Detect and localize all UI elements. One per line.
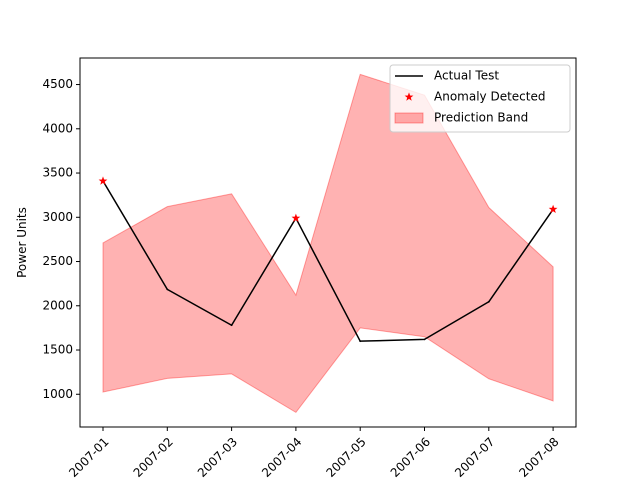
actual-test-line-layer xyxy=(102,180,554,343)
legend: Actual Test Anomaly Detected Prediction Ba… xyxy=(389,64,571,133)
actual-test-point xyxy=(230,324,233,327)
y-tick-label: 1000 xyxy=(42,387,73,401)
x-tick-label: 2007-08 xyxy=(516,435,561,480)
y-tick-label: 3500 xyxy=(42,166,73,180)
legend-label: Anomaly Detected xyxy=(434,90,545,104)
y-tick-label: 2500 xyxy=(42,254,73,268)
prediction-band-area xyxy=(102,73,554,414)
y-tick-label: 2000 xyxy=(42,298,73,312)
x-tick-label: 2007-05 xyxy=(323,435,368,480)
anomaly-marker xyxy=(98,176,108,185)
y-axis: 1000 1500 2000 2500 3000 3500 4000 4500 xyxy=(42,77,80,401)
actual-test-line xyxy=(102,180,554,342)
y-tick-label: 1500 xyxy=(42,343,73,357)
x-tick-label: 2007-07 xyxy=(452,435,497,480)
y-axis-label: Power Units xyxy=(15,207,29,278)
x-axis: 2007-01 2007-02 2007-03 2007-04 2007-05 2007-… xyxy=(66,427,562,480)
x-tick-label: 2007-02 xyxy=(131,435,176,480)
y-tick-label: 4000 xyxy=(42,121,73,135)
x-tick-label: 2007-01 xyxy=(66,435,111,480)
anomaly-marker-layer xyxy=(98,176,558,222)
prediction-band-layer xyxy=(102,73,554,414)
x-tick-label: 2007-06 xyxy=(388,435,433,480)
y-tick-label: 3000 xyxy=(42,210,73,224)
x-tick-label: 2007-03 xyxy=(195,435,240,480)
legend-band-swatch xyxy=(394,112,424,124)
anomaly-marker xyxy=(291,213,301,222)
plot-area-frame xyxy=(79,57,577,428)
anomaly-marker xyxy=(548,204,558,214)
legend-label: Actual Test xyxy=(434,69,499,83)
legend-box xyxy=(389,64,571,133)
x-tick-label: 2007-04 xyxy=(259,435,304,480)
actual-test-point xyxy=(166,288,169,291)
legend-star-swatch xyxy=(404,92,414,101)
actual-test-point xyxy=(487,300,490,303)
actual-test-point xyxy=(359,340,362,343)
legend-label: Prediction Band xyxy=(434,111,528,125)
actual-test-point xyxy=(423,338,426,341)
y-tick-label: 4500 xyxy=(42,77,73,91)
